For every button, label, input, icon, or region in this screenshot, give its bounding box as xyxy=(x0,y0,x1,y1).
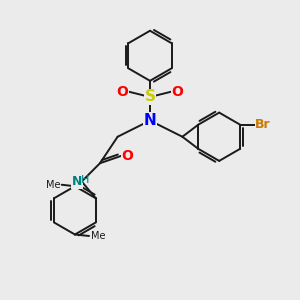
Text: O: O xyxy=(172,85,184,99)
Text: Br: Br xyxy=(255,118,271,131)
Text: Me: Me xyxy=(91,231,105,241)
Text: S: S xyxy=(145,89,155,104)
Text: N: N xyxy=(72,175,83,188)
Text: H: H xyxy=(81,175,89,185)
Text: O: O xyxy=(122,149,134,163)
Text: Me: Me xyxy=(46,180,60,190)
Text: O: O xyxy=(116,85,128,99)
Text: N: N xyxy=(144,113,156,128)
